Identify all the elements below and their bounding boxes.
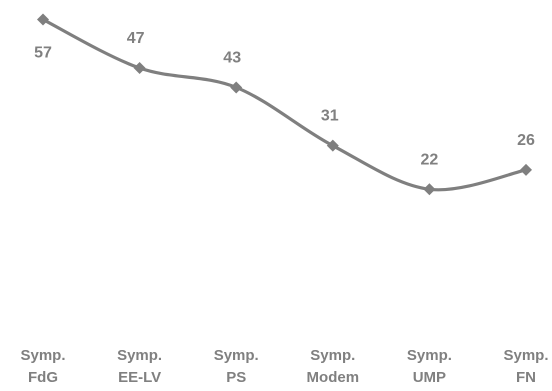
category-tick-label: Symp. UMP — [407, 347, 452, 386]
data-label-layer: 57 47 43 31 22 26 — [34, 30, 535, 168]
data-point-marker — [37, 13, 49, 26]
data-label: 26 — [517, 132, 535, 149]
category-tick-line: Symp. — [310, 347, 355, 364]
category-tick-line: Symp. — [503, 347, 548, 364]
category-tick-label: Symp. PS — [214, 347, 259, 386]
data-label: 31 — [321, 108, 339, 125]
category-tick-line: PS — [226, 369, 246, 386]
category-tick-line: Symp. — [407, 347, 452, 364]
marker-layer — [37, 13, 532, 196]
category-tick-label: Symp. EE-LV — [117, 347, 162, 386]
data-point-marker — [133, 62, 146, 75]
data-point-marker — [520, 163, 532, 176]
category-tick-line: Symp. — [20, 347, 65, 364]
category-tick-line: Modem — [307, 369, 360, 386]
data-point-marker — [326, 139, 339, 152]
category-tick-line: FdG — [28, 369, 58, 386]
data-point-marker — [423, 183, 436, 196]
data-label: 43 — [223, 49, 241, 66]
data-label: 22 — [421, 151, 439, 168]
series-line — [41, 17, 528, 192]
category-tick-label: Symp. Modem — [307, 347, 360, 386]
category-tick-line: UMP — [413, 369, 446, 386]
category-tick-label: Symp. FN — [503, 347, 548, 386]
series-layer — [41, 17, 528, 192]
category-tick-line: EE-LV — [118, 369, 161, 386]
data-point-marker — [230, 81, 243, 94]
category-tick-label: Symp. FdG — [20, 347, 65, 386]
category-tick-line: Symp. — [214, 347, 259, 364]
data-label: 57 — [34, 45, 52, 62]
data-label: 47 — [127, 30, 145, 47]
category-tick-line: FN — [516, 369, 536, 386]
category-tick-line: Symp. — [117, 347, 162, 364]
